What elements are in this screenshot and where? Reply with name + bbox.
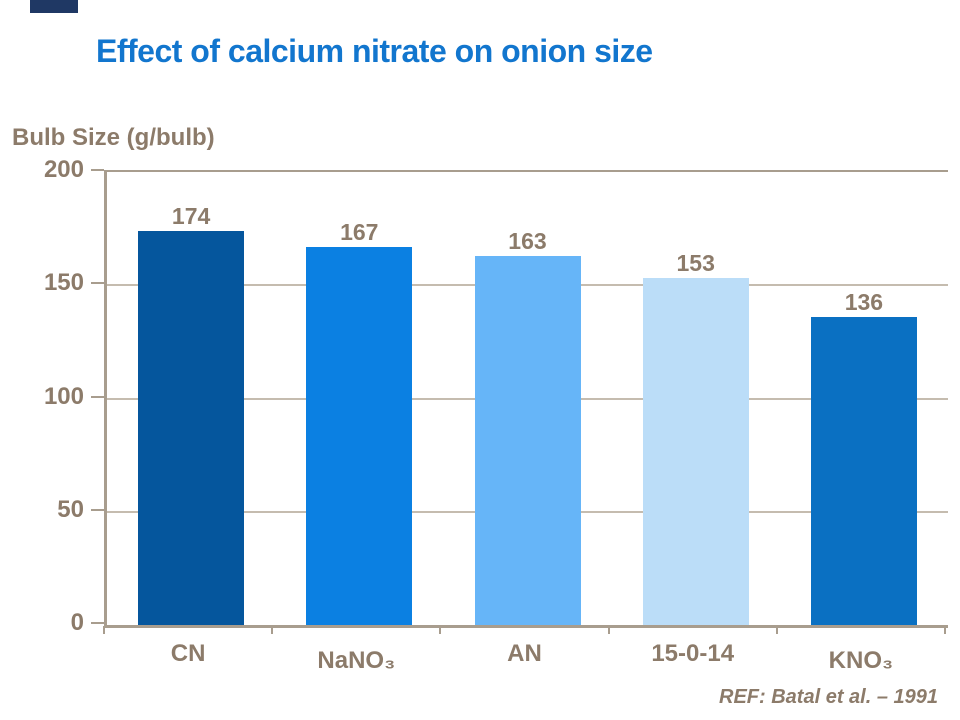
- bar-kno: [810, 316, 917, 625]
- x-axis-tick: [944, 626, 946, 634]
- x-axis-tick: [271, 626, 274, 634]
- y-axis-tick-label: 100: [43, 382, 84, 410]
- y-axis-tick: [91, 508, 104, 511]
- y-axis-tick: [91, 622, 104, 624]
- x-axis-tick: [103, 626, 105, 634]
- bar-chart-plot-area: 174 167 163 153 136: [104, 170, 948, 628]
- bar-value-label: 153: [676, 250, 715, 277]
- bar-value-label: 136: [844, 288, 884, 315]
- y-axis-tick: [91, 395, 104, 398]
- reference-citation: REF: Batal et al. – 1991: [719, 686, 938, 708]
- x-axis-tick: [607, 626, 610, 634]
- bar-an: [474, 255, 581, 625]
- x-axis-category-label: CN: [170, 640, 206, 667]
- x-axis-tick: [775, 626, 778, 634]
- bar-nano: [306, 246, 413, 625]
- y-axis-tick-label: 200: [43, 156, 84, 183]
- bar-value-label: 167: [340, 218, 379, 245]
- y-axis-title: Bulb Size (g/bulb): [12, 124, 215, 151]
- slide-accent-bar: [30, 0, 78, 13]
- bar-cn: [138, 230, 245, 625]
- y-axis-tick: [91, 169, 104, 171]
- x-axis-category-label: AN: [507, 640, 542, 667]
- bar-value-label: 163: [508, 227, 547, 254]
- y-axis-tick-label: 50: [57, 495, 84, 523]
- x-axis-category-label: 15-0-14: [651, 640, 735, 667]
- x-axis-tick: [439, 626, 442, 634]
- chart-title: Effect of calcium nitrate on onion size: [96, 33, 653, 69]
- y-axis-tick: [91, 282, 104, 285]
- x-axis-category-label: NaNO₃: [317, 647, 396, 674]
- bar-15014: [642, 278, 749, 625]
- x-axis-category-label: KNO₃: [828, 647, 894, 674]
- bar-value-label: 174: [171, 202, 211, 229]
- y-axis-tick-label: 0: [70, 609, 84, 636]
- y-axis-tick-label: 150: [43, 269, 84, 297]
